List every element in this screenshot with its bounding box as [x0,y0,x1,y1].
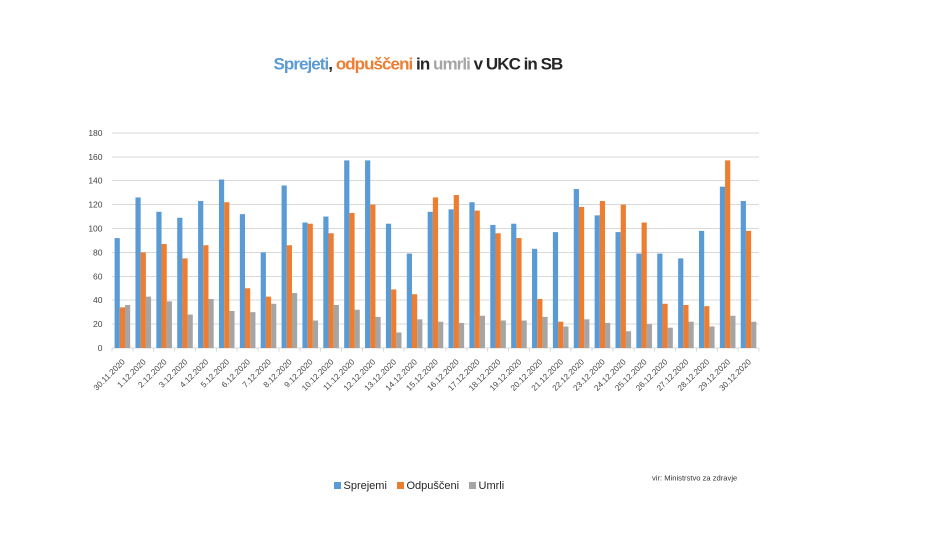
svg-text:180: 180 [88,128,102,138]
svg-text:20: 20 [93,319,103,329]
svg-text:100: 100 [88,224,102,234]
svg-text:160: 160 [88,152,102,162]
svg-text:120: 120 [88,200,102,210]
svg-text:Sprejemi: Sprejemi [344,480,387,492]
svg-text:Sprejeti, odpuščeni in umrli v: Sprejeti, odpuščeni in umrli v UKC in SB [274,55,564,74]
svg-text:40: 40 [93,295,103,305]
svg-text:80: 80 [93,247,103,257]
svg-text:60: 60 [93,271,103,281]
svg-text:vir: Ministrstvo za zdravje: vir: Ministrstvo za zdravje [652,474,737,483]
svg-text:Odpuščeni: Odpuščeni [407,480,460,492]
svg-text:140: 140 [88,176,102,186]
svg-text:Umrli: Umrli [479,480,505,492]
svg-text:0: 0 [98,343,103,353]
